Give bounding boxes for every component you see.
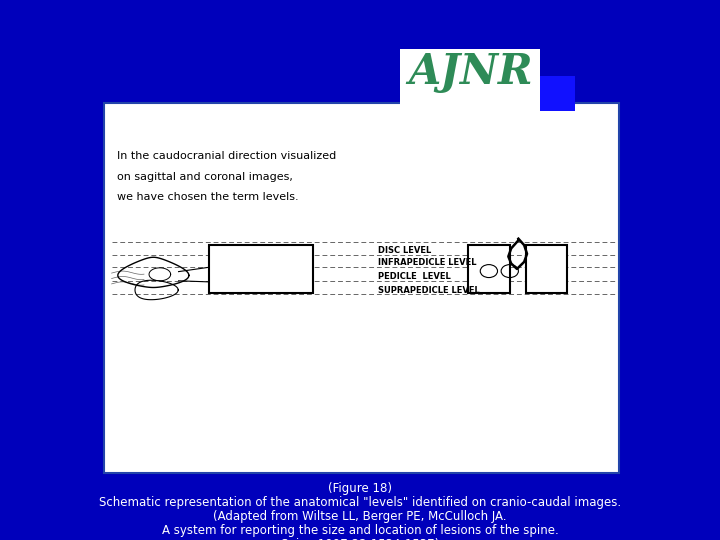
Text: PEDICLE  LEVEL: PEDICLE LEVEL [378,272,451,281]
Bar [526,245,567,293]
Text: (Adapted from Wiltse LL, Berger PE, McCulloch JA.: (Adapted from Wiltse LL, Berger PE, McCu… [213,510,507,523]
Text: SUPRAPEDICLE LEVEL: SUPRAPEDICLE LEVEL [378,286,480,295]
Bar [468,245,510,293]
Bar [540,76,575,111]
Text: (Figure 18): (Figure 18) [328,482,392,495]
Text: INFRAPEDICLE LEVEL: INFRAPEDICLE LEVEL [378,259,477,267]
Bar [104,103,619,472]
Text: DISC LEVEL: DISC LEVEL [378,246,431,255]
Text: A system for reporting the size and location of lesions of the spine.: A system for reporting the size and loca… [161,524,559,537]
Text: Schematic representation of the anatomical "levels" identified on cranio-caudal : Schematic representation of the anatomic… [99,496,621,509]
Text: we have chosen the term levels.: we have chosen the term levels. [117,192,299,202]
Bar [400,49,540,111]
Bar [209,245,313,293]
Text: AJNR: AJNR [408,51,533,93]
Text: on sagittal and coronal images,: on sagittal and coronal images, [117,172,293,182]
Text: In the caudocranial direction visualized: In the caudocranial direction visualized [117,151,337,161]
Text: Spine 1997;22:1534-1537): Spine 1997;22:1534-1537) [281,538,439,540]
